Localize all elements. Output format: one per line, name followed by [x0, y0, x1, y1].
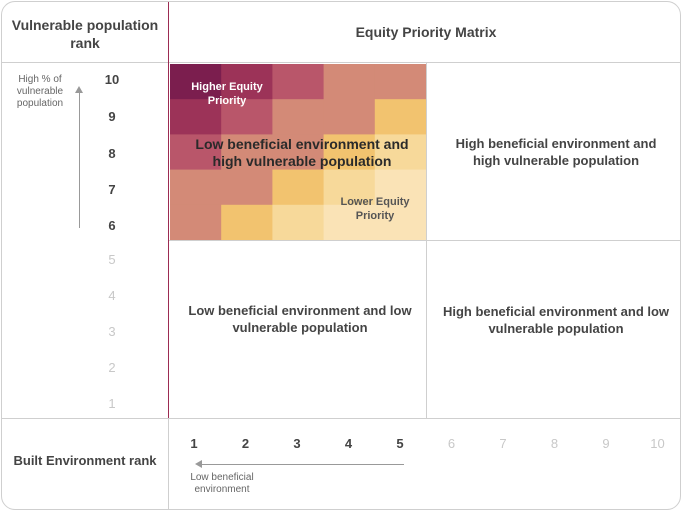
heatmap-cell	[323, 99, 376, 135]
x-tick-5: 5	[396, 436, 404, 451]
y-tick-8: 8	[108, 146, 116, 161]
x-tick-1: 1	[190, 436, 198, 451]
heatmap-cell	[374, 169, 426, 206]
x-tick-3: 3	[293, 436, 301, 451]
heatmap-cell	[323, 64, 376, 100]
arrow-left-icon	[195, 460, 404, 468]
heatmap-cell	[323, 134, 376, 171]
lower-priority-label: Lower Equity Priority	[340, 196, 410, 222]
y-tick-9: 9	[108, 109, 116, 124]
heatmap-cell	[323, 204, 376, 240]
built-environment-rank-label: Built Environment rank	[13, 453, 157, 468]
quadrant-top-right-label: High beneficial environment and high vul…	[455, 136, 657, 168]
quadrant-horizontal-divider	[169, 240, 680, 241]
heatmap-cell	[374, 204, 426, 240]
heatmap	[170, 64, 426, 240]
heatmap-cell	[170, 169, 222, 206]
heatmap-cell	[221, 169, 273, 206]
x-tick-2: 2	[241, 436, 250, 451]
heatmap-cell	[323, 169, 376, 206]
y-tick-6: 6	[108, 218, 116, 233]
y-tick-7: 7	[108, 182, 116, 197]
y-tick-2: 2	[108, 360, 116, 375]
header-divider	[2, 62, 680, 63]
footer-divider	[2, 418, 680, 419]
x-tick-10: 10	[650, 436, 665, 451]
x-tick-4: 4	[344, 436, 353, 451]
heatmap-cell	[272, 134, 325, 171]
y-tick-4: 4	[108, 288, 116, 303]
x-tick-8: 8	[550, 436, 559, 451]
heatmap-cell	[170, 99, 222, 135]
y-axis-label: High % of vulnerable population	[16, 74, 64, 109]
y-tick-3: 3	[108, 324, 116, 339]
x-tick-9: 9	[602, 436, 610, 451]
higher-priority-label: Higher Equity Priority	[191, 81, 263, 107]
y-tick-5: 5	[108, 252, 116, 267]
heatmap-cell	[272, 204, 325, 240]
heatmap-cell	[170, 64, 222, 100]
x-tick-6: 6	[447, 436, 456, 451]
heatmap-cell	[221, 99, 273, 135]
quadrant-bottom-left-label: Low beneficial environment and low vulne…	[188, 303, 412, 335]
heatmap-cell	[221, 64, 273, 100]
heatmap-cell	[221, 204, 273, 240]
x-axis-label: Low beneficial environment	[190, 472, 254, 495]
heatmap-cell	[272, 64, 325, 100]
arrow-up-icon	[75, 86, 83, 228]
heatmap-cell	[374, 64, 426, 100]
footer-axis-divider	[168, 418, 169, 509]
heatmap-cell	[170, 134, 222, 171]
heatmap-cell	[272, 169, 325, 206]
quadrant-top-left-label: Low beneficial environment and high vuln…	[195, 136, 409, 169]
heatmap-cell	[170, 204, 222, 240]
quadrant-bottom-right-label: High beneficial environment and low vuln…	[442, 304, 670, 336]
heatmap-cell	[374, 134, 426, 171]
matrix-title: Equity Priority Matrix	[355, 24, 497, 40]
axis-divider	[168, 2, 169, 418]
x-tick-7: 7	[499, 436, 507, 451]
heatmap-cell	[221, 134, 273, 171]
quadrant-vertical-divider	[426, 63, 427, 418]
y-tick-10: 10	[104, 72, 120, 87]
y-tick-1: 1	[108, 396, 116, 411]
vulnerable-population-rank-header: Vulnerable population rank	[11, 17, 159, 51]
heatmap-cell	[272, 99, 325, 135]
heatmap-cell	[374, 99, 426, 135]
